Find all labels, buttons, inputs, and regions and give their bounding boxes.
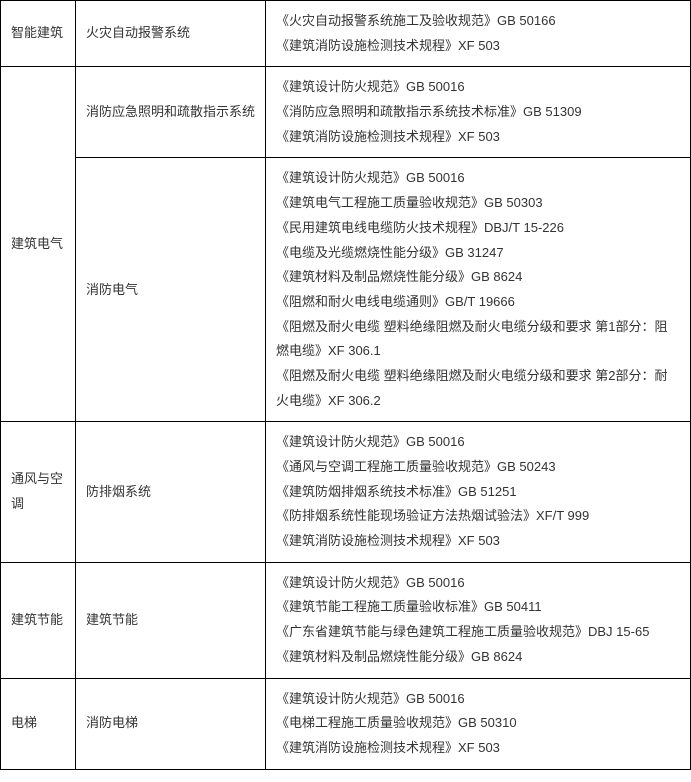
- table-row: 建筑电气 消防应急照明和疏散指示系统 《建筑设计防火规范》GB 50016 《消…: [1, 67, 691, 158]
- table-row: 电梯 消防电梯 《建筑设计防火规范》GB 50016 《电梯工程施工质量验收规范…: [1, 678, 691, 769]
- standard-line: 《建筑材料及制品燃烧性能分级》GB 8624: [276, 265, 680, 290]
- standard-line: 《消防应急照明和疏散指示系统技术标准》GB 51309: [276, 100, 680, 125]
- standard-line: 《通风与空调工程施工质量验收规范》GB 50243: [276, 455, 680, 480]
- standard-line: 《民用建筑电线电缆防火技术规程》DBJ/T 15-226: [276, 216, 680, 241]
- cell-standards: 《火灾自动报警系统施工及验收规范》GB 50166 《建筑消防设施检测技术规程》…: [266, 1, 691, 67]
- cell-standards: 《建筑设计防火规范》GB 50016 《通风与空调工程施工质量验收规范》GB 5…: [266, 422, 691, 562]
- table-row: 智能建筑 火灾自动报警系统 《火灾自动报警系统施工及验收规范》GB 50166 …: [1, 1, 691, 67]
- standard-line: 《建筑设计防火规范》GB 50016: [276, 166, 680, 191]
- standard-line: 《建筑节能工程施工质量验收标准》GB 50411: [276, 595, 680, 620]
- cell-system: 消防应急照明和疏散指示系统: [76, 67, 266, 158]
- standard-line: 《阻燃和耐火电线电缆通则》GB/T 19666: [276, 290, 680, 315]
- standard-line: 《建筑消防设施检测技术规程》XF 503: [276, 34, 680, 59]
- cell-system: 消防电气: [76, 158, 266, 422]
- table-row: 建筑节能 建筑节能 《建筑设计防火规范》GB 50016 《建筑节能工程施工质量…: [1, 562, 691, 678]
- standard-line: 《阻燃及耐火电缆 塑料绝缘阻燃及耐火电缆分级和要求 第2部分：耐火电缆》XF 3…: [276, 364, 680, 413]
- standard-line: 《建筑消防设施检测技术规程》XF 503: [276, 529, 680, 554]
- standard-line: 《电缆及光缆燃烧性能分级》GB 31247: [276, 241, 680, 266]
- standard-line: 《防排烟系统性能现场验证方法热烟试验法》XF/T 999: [276, 504, 680, 529]
- table-row: 通风与空调 防排烟系统 《建筑设计防火规范》GB 50016 《通风与空调工程施…: [1, 422, 691, 562]
- cell-standards: 《建筑设计防火规范》GB 50016 《电梯工程施工质量验收规范》GB 5031…: [266, 678, 691, 769]
- standard-line: 《建筑设计防火规范》GB 50016: [276, 75, 680, 100]
- cell-system: 建筑节能: [76, 562, 266, 678]
- table-row: 消防电气 《建筑设计防火规范》GB 50016 《建筑电气工程施工质量验收规范》…: [1, 158, 691, 422]
- cell-system: 消防电梯: [76, 678, 266, 769]
- standards-table: 智能建筑 火灾自动报警系统 《火灾自动报警系统施工及验收规范》GB 50166 …: [0, 0, 691, 770]
- standard-line: 《建筑设计防火规范》GB 50016: [276, 571, 680, 596]
- standard-line: 《阻燃及耐火电缆 塑料绝缘阻燃及耐火电缆分级和要求 第1部分：阻燃电缆》XF 3…: [276, 315, 680, 364]
- cell-category: 智能建筑: [1, 1, 76, 67]
- standard-line: 《建筑防烟排烟系统技术标准》GB 51251: [276, 480, 680, 505]
- standard-line: 《建筑材料及制品燃烧性能分级》GB 8624: [276, 645, 680, 670]
- standard-line: 《建筑消防设施检测技术规程》XF 503: [276, 736, 680, 761]
- cell-category: 建筑节能: [1, 562, 76, 678]
- cell-system: 火灾自动报警系统: [76, 1, 266, 67]
- cell-standards: 《建筑设计防火规范》GB 50016 《消防应急照明和疏散指示系统技术标准》GB…: [266, 67, 691, 158]
- standard-line: 《建筑电气工程施工质量验收规范》GB 50303: [276, 191, 680, 216]
- standard-line: 《火灾自动报警系统施工及验收规范》GB 50166: [276, 9, 680, 34]
- cell-category: 电梯: [1, 678, 76, 769]
- cell-standards: 《建筑设计防火规范》GB 50016 《建筑电气工程施工质量验收规范》GB 50…: [266, 158, 691, 422]
- cell-system: 防排烟系统: [76, 422, 266, 562]
- standard-line: 《广东省建筑节能与绿色建筑工程施工质量验收规范》DBJ 15-65: [276, 620, 680, 645]
- standard-line: 《建筑设计防火规范》GB 50016: [276, 687, 680, 712]
- cell-standards: 《建筑设计防火规范》GB 50016 《建筑节能工程施工质量验收标准》GB 50…: [266, 562, 691, 678]
- standard-line: 《建筑设计防火规范》GB 50016: [276, 430, 680, 455]
- standard-line: 《建筑消防设施检测技术规程》XF 503: [276, 125, 680, 150]
- standard-line: 《电梯工程施工质量验收规范》GB 50310: [276, 711, 680, 736]
- cell-category: 通风与空调: [1, 422, 76, 562]
- cell-category: 建筑电气: [1, 67, 76, 422]
- table-body: 智能建筑 火灾自动报警系统 《火灾自动报警系统施工及验收规范》GB 50166 …: [1, 1, 691, 770]
